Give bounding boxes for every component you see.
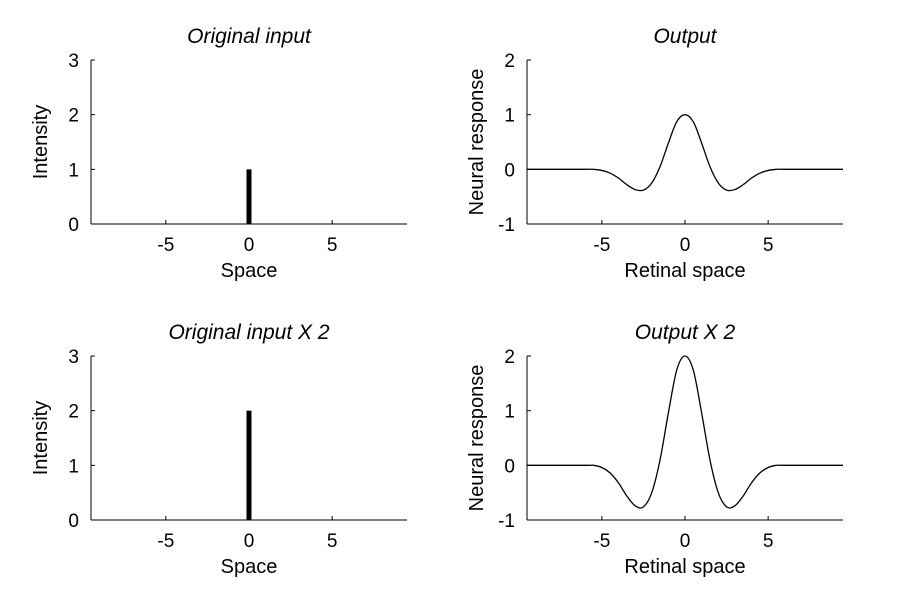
x-tick-label: -5 [593,531,610,552]
chart-panel-4: -5 0 5 -1 0 1 2 Output X 2 Retinal space Neural r… [466,321,843,578]
x-tick-label: 5 [327,235,338,256]
y-axis-label: Intensity [30,401,52,475]
x-axis-label: Space [221,556,278,578]
y-tick-label: 2 [504,347,515,368]
y-tick-label: 1 [68,456,79,477]
x-axis-label: Retinal space [624,556,745,578]
x-tick-label: 5 [763,531,774,552]
y-tick-label: 0 [504,160,515,181]
chart-title: Original input [187,25,312,48]
y-tick-label: 3 [68,51,79,72]
y-tick-label: 0 [68,511,79,532]
y-axis-label: Intensity [30,105,52,179]
x-tick-label: 0 [680,531,691,552]
y-tick-label: 1 [68,160,79,181]
chart-title: Output X 2 [635,321,736,344]
chart-panel-2: -5 0 5 -1 0 1 2 Output Retinal space Neural respo… [466,25,843,282]
series-line [527,114,843,192]
y-tick-label: 2 [68,402,79,423]
x-axis-label: Retinal space [624,260,745,282]
y-axis-label: Neural response [466,365,488,512]
chart-title: Output [653,25,717,48]
x-tick-label: 0 [680,235,691,256]
y-tick-label: 0 [504,456,515,477]
y-tick-label: 1 [504,106,515,127]
series-line [527,355,843,509]
x-tick-label: 0 [244,235,255,256]
y-tick-label: 1 [504,402,515,423]
y-tick-label: 2 [68,106,79,127]
y-tick-label: -1 [498,215,515,236]
y-tick-label: 3 [68,347,79,368]
x-axis-label: Space [221,260,278,282]
bar [246,410,252,520]
x-tick-label: 5 [763,235,774,256]
x-tick-label: -5 [593,235,610,256]
chart-panel-1: -5 0 5 0 1 2 3 Original input Space Intensity [30,25,407,282]
chart-title: Original input X 2 [168,321,329,344]
x-tick-label: -5 [157,531,174,552]
x-tick-label: -5 [157,235,174,256]
y-tick-label: -1 [498,511,515,532]
y-tick-label: 2 [504,51,515,72]
x-tick-label: 0 [244,531,255,552]
chart-panel-3: -5 0 5 0 1 2 3 Original input X 2 Space Intensity [30,321,407,578]
x-tick-label: 5 [327,531,338,552]
y-axis-label: Neural response [466,69,488,216]
bar [246,169,252,224]
y-tick-label: 0 [68,215,79,236]
